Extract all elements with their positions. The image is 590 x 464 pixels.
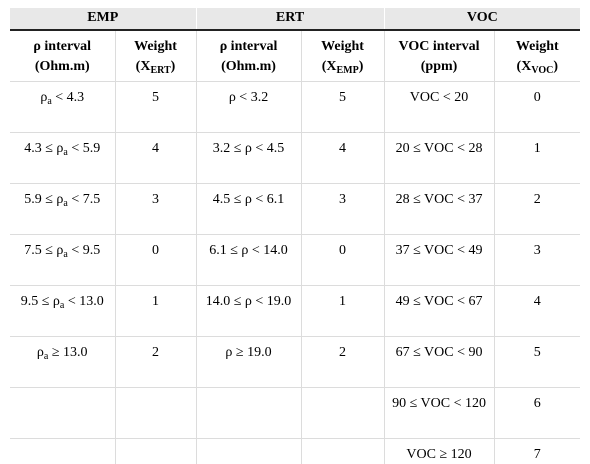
- voc-weight-cell: 3: [493, 233, 581, 285]
- ert-interval-cell: 3.2 ≤ ρ < 4.5: [195, 131, 302, 183]
- ert-interval-cell: 4.5 ≤ ρ < 6.1: [195, 182, 302, 234]
- col-voc-interval: VOC interval (ppm): [383, 30, 495, 81]
- voc-interval-cell: 67 ≤ VOC < 90: [383, 335, 495, 387]
- voc-interval-cell: 20 ≤ VOC < 28: [383, 131, 495, 183]
- voc-interval-cell: VOC ≥ 120: [383, 437, 495, 464]
- emp-weight-cell: 2: [114, 335, 197, 387]
- voc-weight-cell: 4: [493, 284, 581, 336]
- table-row: ρa ≥ 13.0 2 ρ ≥ 19.0 2 67 ≤ VOC < 90 5: [10, 335, 581, 387]
- emp-weight-cell: 5: [114, 80, 197, 132]
- voc-weight-cell: 1: [493, 131, 581, 183]
- voc-weight-cell: 2: [493, 182, 581, 234]
- emp-interval-cell: ρa ≥ 13.0: [10, 335, 115, 387]
- voc-interval-cell: 28 ≤ VOC < 37: [383, 182, 495, 234]
- voc-interval-cell: 49 ≤ VOC < 67: [383, 284, 495, 336]
- voc-weight-cell: 0: [493, 80, 581, 132]
- emp-interval-cell: [10, 437, 115, 464]
- ert-weight-cell: 2: [300, 335, 385, 387]
- table-row: 9.5 ≤ ρa < 13.0 1 14.0 ≤ ρ < 19.0 1 49 ≤…: [10, 284, 581, 336]
- table-row: ρa < 4.3 5 ρ < 3.2 5 VOC < 20 0: [10, 80, 581, 132]
- col-emp-weight: Weight (XERT): [114, 30, 197, 81]
- group-header-row: EMP ERT VOC: [10, 8, 581, 31]
- voc-weight-cell: 6: [493, 386, 581, 438]
- col-ert-weight: Weight (XEMP): [300, 30, 385, 81]
- ert-weight-cell: 1: [300, 284, 385, 336]
- emp-weight-cell: 3: [114, 182, 197, 234]
- ert-interval-cell: ρ < 3.2: [195, 80, 302, 132]
- table-row: 7.5 ≤ ρa < 9.5 0 6.1 ≤ ρ < 14.0 0 37 ≤ V…: [10, 233, 581, 285]
- ert-weight-cell: 4: [300, 131, 385, 183]
- voc-weight-cell: 5: [493, 335, 581, 387]
- emp-interval-cell: ρa < 4.3: [10, 80, 115, 132]
- voc-weight-cell: 7: [493, 437, 581, 464]
- weights-table: EMP ERT VOC ρ interval (Ohm.m) Weight (XER…: [10, 8, 581, 464]
- ert-weight-cell: 3: [300, 182, 385, 234]
- emp-interval-cell: 5.9 ≤ ρa < 7.5: [10, 182, 115, 234]
- table-row: 4.3 ≤ ρa < 5.9 4 3.2 ≤ ρ < 4.5 4 20 ≤ VO…: [10, 131, 581, 183]
- voc-interval-cell: 37 ≤ VOC < 49: [383, 233, 495, 285]
- ert-weight-cell: 0: [300, 233, 385, 285]
- ert-interval-cell: 14.0 ≤ ρ < 19.0: [195, 284, 302, 336]
- col-emp-interval: ρ interval (Ohm.m): [33, 39, 92, 74]
- emp-weight-cell: 1: [114, 284, 197, 336]
- ert-weight-cell: 5: [300, 80, 385, 132]
- ert-weight-cell: [300, 386, 385, 438]
- voc-interval-cell: 90 ≤ VOC < 120: [383, 386, 495, 438]
- emp-weight-cell: [114, 437, 197, 464]
- table-row: 5.9 ≤ ρa < 7.5 3 4.5 ≤ ρ < 6.1 3 28 ≤ VO…: [10, 182, 581, 234]
- table-row: VOC ≥ 120 7: [10, 437, 581, 464]
- col-ert-interval: ρ interval (Ohm.m): [195, 30, 302, 81]
- emp-weight-cell: 0: [114, 233, 197, 285]
- group-voc: VOC: [383, 8, 581, 31]
- ert-weight-cell: [300, 437, 385, 464]
- col-voc-weight: Weight (XVOC): [493, 30, 581, 81]
- emp-interval-cell: [10, 386, 115, 438]
- emp-interval-cell: 9.5 ≤ ρa < 13.0: [10, 284, 115, 336]
- emp-interval-cell: 4.3 ≤ ρa < 5.9: [10, 131, 115, 183]
- group-ert: ERT: [195, 8, 385, 31]
- emp-weight-cell: 4: [114, 131, 197, 183]
- table-row: 90 ≤ VOC < 120 6: [10, 386, 581, 438]
- column-header-row: ρ interval (Ohm.m) Weight (XERT) ρ interva…: [10, 30, 581, 81]
- ert-interval-cell: [195, 437, 302, 464]
- ert-interval-cell: [195, 386, 302, 438]
- ert-interval-cell: ρ ≥ 19.0: [195, 335, 302, 387]
- ert-interval-cell: 6.1 ≤ ρ < 14.0: [195, 233, 302, 285]
- emp-interval-cell: 7.5 ≤ ρa < 9.5: [10, 233, 115, 285]
- emp-weight-cell: [114, 386, 197, 438]
- voc-interval-cell: VOC < 20: [383, 80, 495, 132]
- group-emp: EMP: [10, 8, 197, 31]
